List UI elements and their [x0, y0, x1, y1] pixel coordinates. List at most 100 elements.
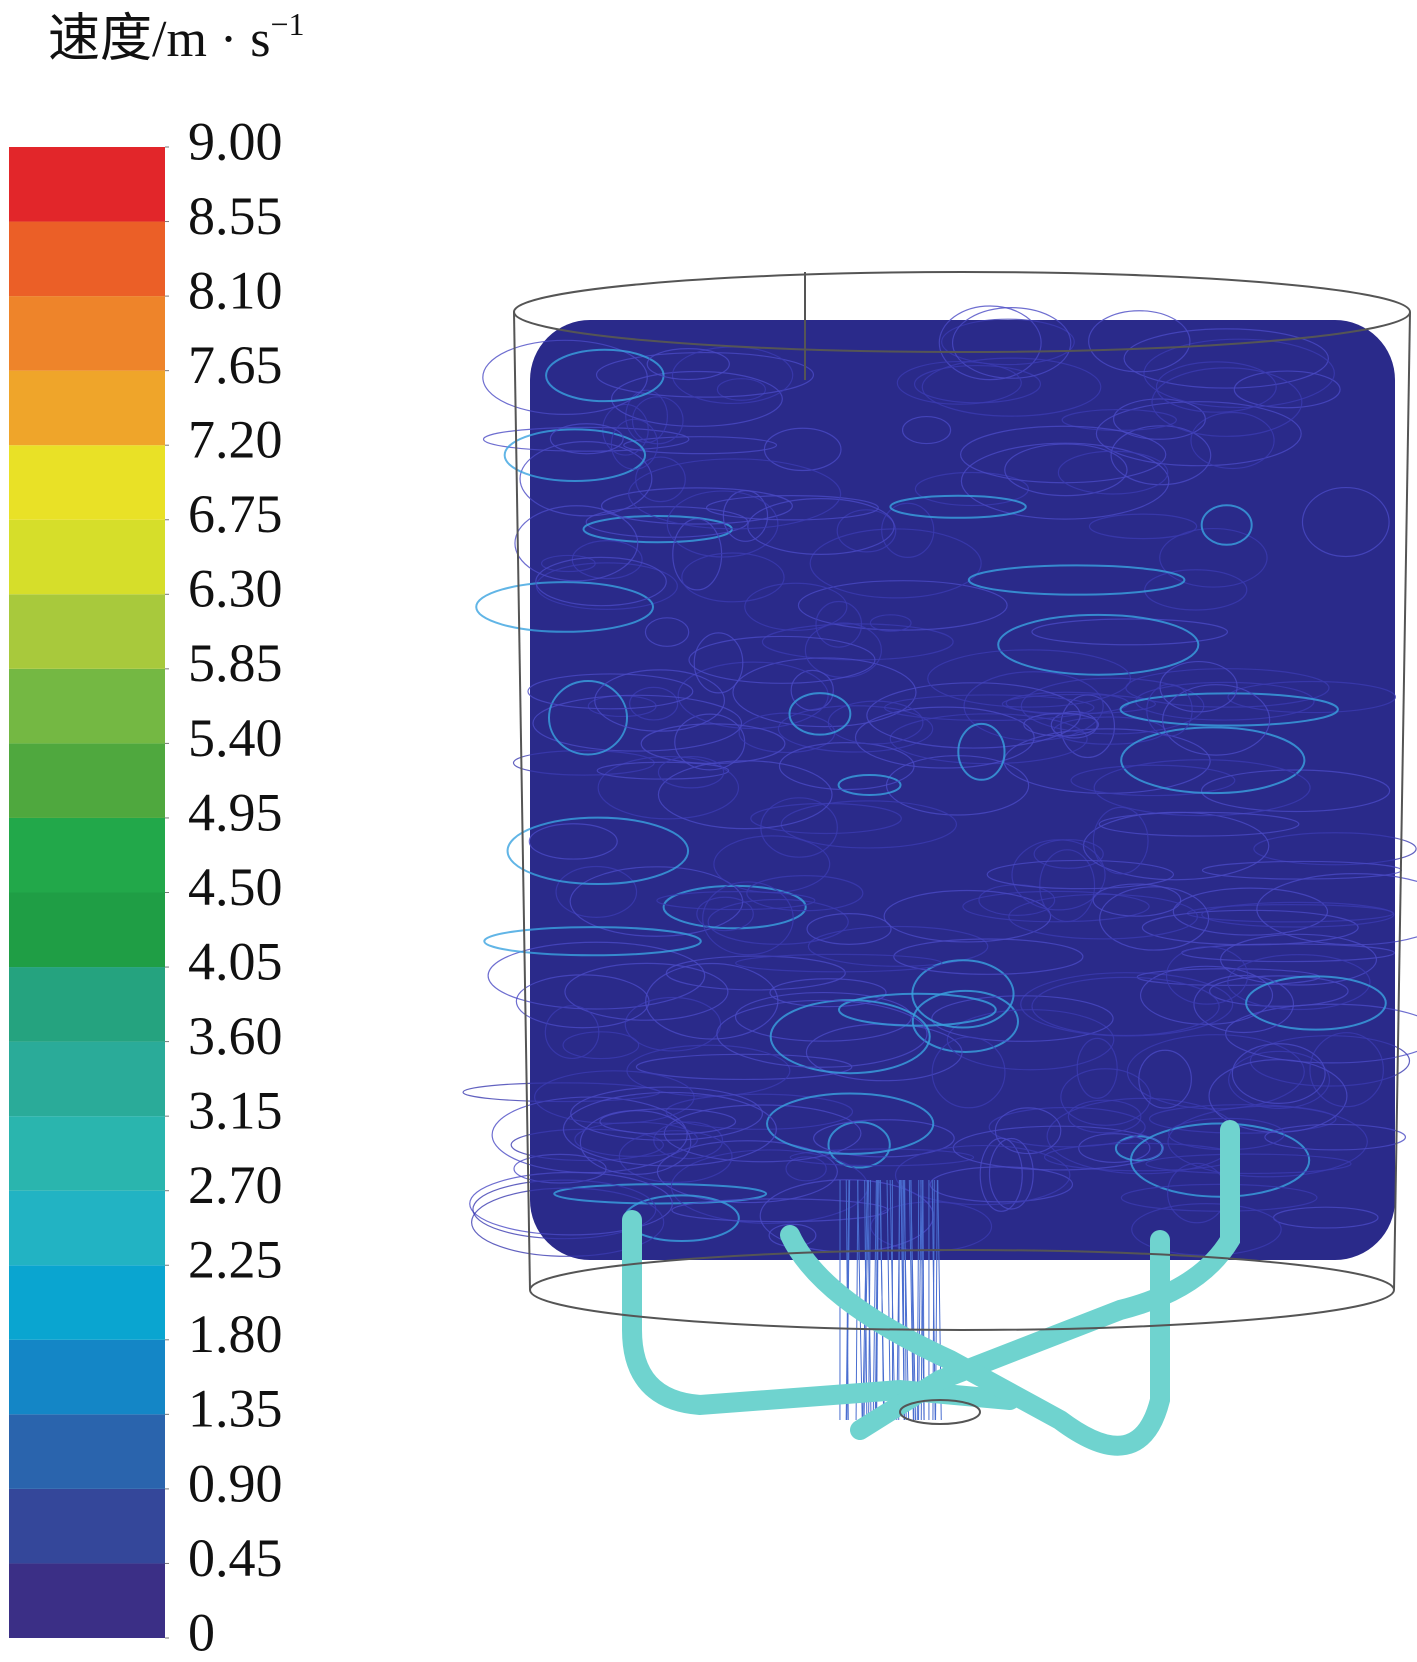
streamline	[663, 1104, 862, 1163]
streamline	[482, 339, 648, 415]
streamline	[807, 925, 989, 967]
streamline	[1245, 975, 1387, 1031]
streamline	[665, 1093, 854, 1130]
pipe	[622, 1210, 1020, 1416]
streamline	[867, 1179, 872, 1421]
streamline	[910, 1179, 917, 1421]
tick-label: 1.80	[188, 1304, 283, 1364]
streamline	[732, 657, 917, 728]
streamline	[911, 989, 1020, 1053]
streamline	[1155, 361, 1277, 413]
streamline	[938, 305, 1042, 381]
colorbar-band	[9, 892, 165, 968]
streamline	[1200, 504, 1253, 546]
streamline	[789, 1148, 975, 1167]
streamline	[1119, 692, 1339, 727]
vessel-bottom	[529, 1249, 1395, 1331]
streamline	[988, 1137, 1034, 1210]
streamline	[960, 442, 1170, 520]
streamline	[702, 881, 794, 956]
streamline	[927, 649, 1132, 708]
streamline	[1233, 370, 1341, 409]
streamline	[747, 498, 895, 555]
streamline	[656, 891, 816, 911]
streamline	[900, 1179, 905, 1421]
streamline	[1031, 976, 1220, 1037]
colorbar-band	[9, 1414, 165, 1489]
streamline	[716, 999, 928, 1068]
streamline	[1008, 893, 1199, 940]
colorbar-band	[9, 370, 165, 446]
streamline	[763, 427, 842, 472]
streamline	[514, 505, 639, 582]
tick-label: 8.55	[188, 186, 283, 246]
streamline	[610, 370, 783, 427]
colorbar-band	[9, 1339, 165, 1415]
streamline	[1309, 1032, 1384, 1108]
streamline	[596, 761, 730, 780]
streamline	[547, 680, 629, 756]
colorbar-title: 速度/m · s−1	[48, 6, 305, 68]
colorbar-band	[9, 668, 165, 744]
streamline	[1227, 954, 1371, 1011]
tick-label: 5.85	[188, 633, 283, 693]
colorbar-band	[9, 594, 165, 669]
streamline	[635, 456, 686, 503]
streamline	[696, 896, 754, 932]
streamline	[1098, 811, 1300, 837]
streamline	[1301, 486, 1390, 558]
streamline	[681, 552, 785, 603]
streamline	[482, 426, 690, 452]
streamline	[487, 941, 706, 1010]
streamline	[1076, 1037, 1118, 1099]
streamline	[595, 351, 815, 398]
streamline	[837, 992, 997, 1027]
streamline	[618, 1130, 733, 1183]
streamline	[602, 403, 649, 456]
streamline	[901, 415, 952, 445]
streamline	[777, 705, 934, 753]
streamline	[941, 318, 1075, 366]
tick-label: 3.15	[188, 1081, 283, 1141]
streamline	[898, 1179, 900, 1421]
streamline	[931, 1036, 1006, 1109]
streamline	[780, 800, 958, 849]
streamline	[864, 1179, 868, 1421]
streamline	[946, 1009, 1115, 1071]
streamline	[967, 564, 1186, 596]
streamline	[1039, 849, 1096, 923]
streamline	[645, 962, 779, 1040]
colorbar-band	[9, 221, 165, 297]
streamline	[1067, 1099, 1142, 1134]
streamline	[1190, 411, 1275, 470]
streamline	[644, 617, 690, 647]
streamline	[1145, 1153, 1352, 1175]
streamline	[879, 1179, 885, 1421]
streamline	[883, 694, 1095, 722]
streamline	[562, 1031, 640, 1060]
streamline	[1146, 683, 1193, 737]
tick-label: 8.10	[188, 260, 283, 320]
tick-label: 0.90	[188, 1453, 283, 1513]
flow-mass	[530, 320, 1395, 1260]
streamline	[778, 742, 915, 791]
colorbar-band	[9, 743, 165, 818]
streamline	[1201, 901, 1395, 928]
streamline	[1249, 1035, 1411, 1087]
tick-label: 3.60	[188, 1006, 283, 1066]
streamline	[625, 389, 669, 444]
streamline	[506, 816, 690, 886]
streamline	[716, 378, 766, 401]
streamline	[896, 360, 1022, 405]
streamline	[1209, 975, 1349, 1007]
streamline	[513, 1153, 607, 1184]
streamline	[532, 694, 743, 752]
tick-label: 9.00	[188, 111, 283, 171]
streamline	[688, 635, 876, 684]
tick-label: 5.40	[188, 708, 283, 768]
streamline	[1088, 513, 1198, 540]
streamline	[475, 581, 655, 633]
streamline	[1120, 726, 1306, 795]
streamline	[628, 458, 842, 530]
streamline	[705, 495, 879, 521]
